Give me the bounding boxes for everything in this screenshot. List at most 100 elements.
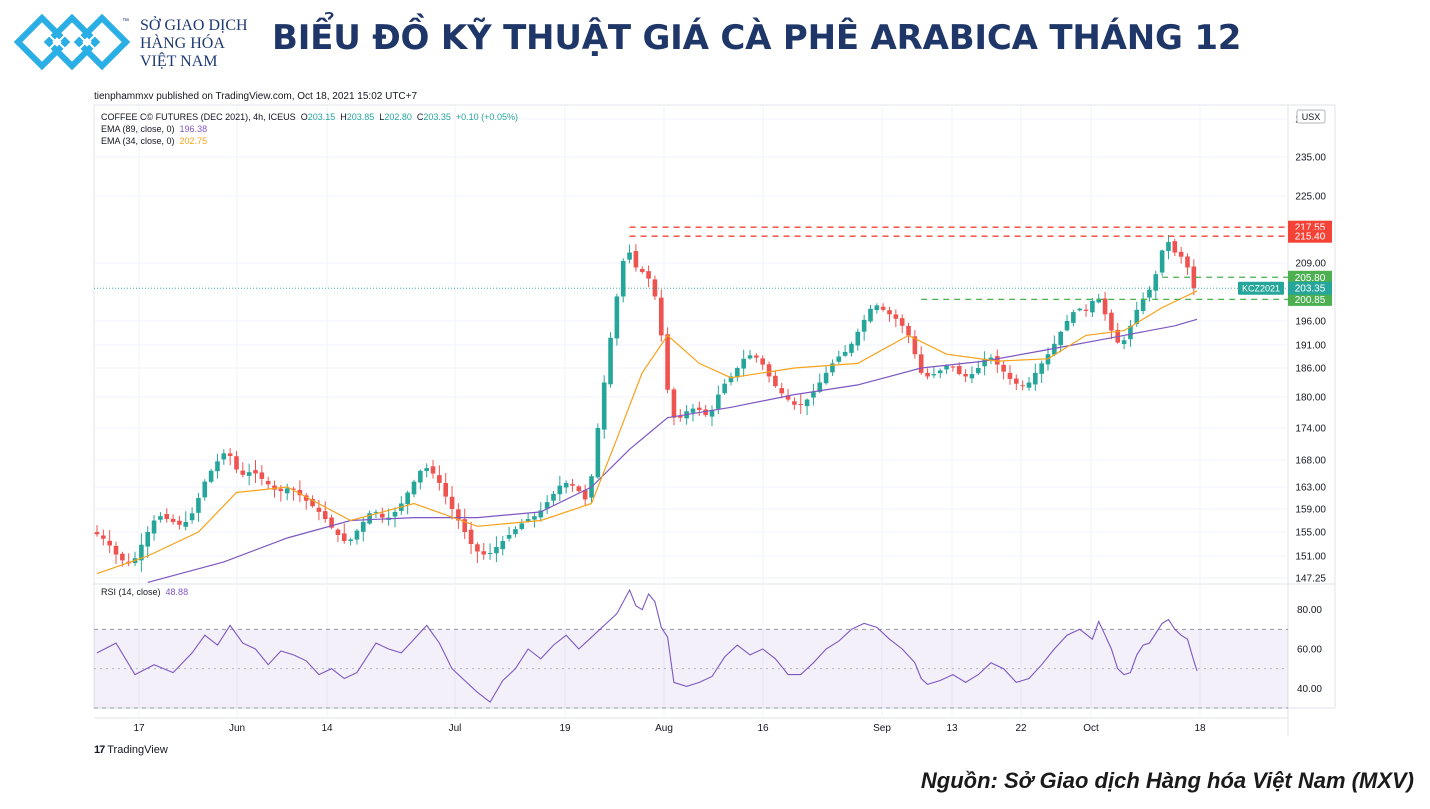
last-price-label: 203.35: [1295, 284, 1326, 295]
candle: [728, 372, 734, 386]
candle-body: [1147, 289, 1152, 298]
y-tick-label: 147.25: [1295, 574, 1326, 585]
candle: [1166, 234, 1171, 260]
candle-body: [170, 518, 176, 522]
candle-body: [1071, 312, 1076, 323]
legend-close: 203.35: [423, 112, 451, 122]
x-tick-label: Jun: [229, 723, 245, 734]
y-tick-label: 209.00: [1295, 259, 1326, 270]
candles: [94, 234, 1197, 572]
candle-body: [652, 279, 658, 297]
candle-body: [709, 409, 715, 417]
candle-body: [811, 392, 816, 398]
candle-body: [158, 516, 163, 520]
candle: [234, 450, 239, 474]
candle-body: [817, 382, 823, 392]
candle: [322, 501, 328, 523]
candle: [487, 543, 493, 560]
candle-body: [367, 513, 372, 524]
candle: [170, 514, 176, 525]
candle: [741, 349, 746, 377]
candle-body: [189, 513, 195, 521]
candle-body: [1128, 325, 1133, 340]
candle-body: [906, 325, 911, 336]
logo-diamond-1: [14, 14, 71, 70]
candle: [969, 366, 975, 384]
candle-body: [633, 251, 639, 268]
candle: [785, 388, 791, 402]
candle: [956, 362, 962, 376]
legend-ema89-value: 196.38: [179, 124, 208, 134]
candle: [145, 526, 151, 559]
candle: [1064, 314, 1070, 332]
legend-low: 202.80: [384, 112, 412, 122]
candle-body: [1140, 298, 1146, 312]
candle-body: [449, 496, 455, 509]
candle-body: [525, 519, 531, 522]
candle-body: [754, 355, 759, 358]
candle-body: [1102, 298, 1108, 315]
candle: [196, 492, 201, 522]
candle-body: [506, 535, 512, 539]
candle: [341, 523, 347, 544]
candle-body: [944, 365, 949, 370]
candle: [754, 353, 759, 363]
candle-body: [887, 310, 892, 315]
candle: [462, 508, 468, 540]
candle: [931, 367, 937, 379]
candle: [1077, 307, 1083, 312]
candle-body: [1191, 266, 1197, 289]
candle: [1007, 365, 1013, 385]
level-label: 205.80: [1295, 273, 1326, 284]
candle-body: [253, 470, 258, 474]
candle: [1001, 360, 1006, 380]
candle-body: [107, 540, 112, 546]
candle: [202, 479, 208, 501]
candle: [887, 306, 892, 322]
candle: [811, 383, 816, 406]
rsi-tick-label: 60.00: [1297, 645, 1322, 656]
candle-body: [576, 486, 582, 492]
candle: [158, 512, 163, 523]
candle: [335, 528, 341, 543]
candle: [760, 355, 766, 370]
legend-rsi-label: RSI (14, close): [101, 587, 161, 597]
candle-body: [804, 399, 810, 407]
candle: [303, 493, 309, 510]
candle: [557, 475, 563, 501]
candle: [792, 397, 797, 410]
candle-body: [360, 521, 366, 532]
candle-body: [1014, 378, 1019, 384]
candle: [139, 533, 144, 572]
candle: [963, 369, 968, 383]
candle: [1090, 297, 1095, 318]
candle: [183, 511, 189, 531]
publish-line: tienphammxv published on TradingView.com…: [94, 91, 418, 102]
candle-body: [868, 308, 873, 322]
y-tick-label: 151.00: [1295, 552, 1326, 563]
x-tick-label: Sep: [873, 723, 891, 734]
level-label: 217.55: [1295, 223, 1326, 234]
candle-body: [697, 407, 702, 410]
candle-body: [462, 519, 468, 532]
candle: [804, 398, 810, 415]
candle-body: [912, 336, 918, 355]
candle: [722, 378, 727, 395]
candle: [392, 507, 398, 528]
candle: [595, 423, 601, 479]
candle: [836, 350, 842, 364]
y-tick-label: 186.00: [1295, 364, 1326, 375]
candle-body: [341, 533, 347, 541]
tradingview-logo[interactable]: 17 TradingView: [94, 744, 168, 756]
currency-label: USX: [1302, 112, 1321, 122]
candle-body: [1033, 372, 1038, 385]
candle: [475, 542, 480, 564]
legend-ema34-row: EMA (34, close, 0) 202.75: [101, 136, 207, 146]
candle-body: [836, 356, 842, 362]
candle-body: [918, 354, 924, 373]
candle-body: [1153, 274, 1159, 291]
candle-body: [291, 488, 296, 490]
candle: [1083, 304, 1089, 317]
candle: [582, 484, 588, 506]
